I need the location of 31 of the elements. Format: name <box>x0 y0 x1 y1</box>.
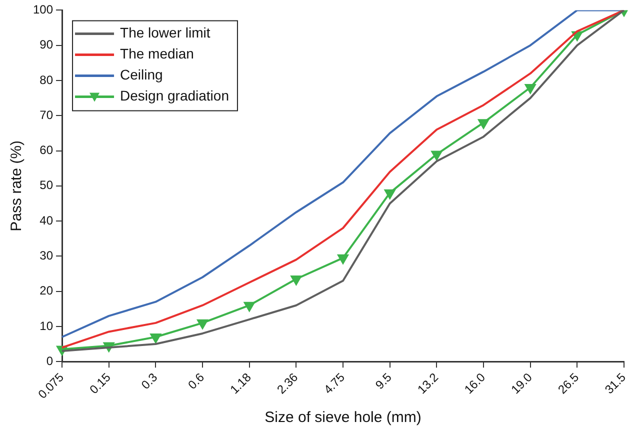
legend-label: The lower limit <box>120 24 210 41</box>
x-axis-title: Size of sieve hole (mm) <box>264 409 422 426</box>
y-tick-label: 70 <box>40 108 54 122</box>
y-tick-label: 10 <box>40 318 54 333</box>
point <box>525 84 536 94</box>
x-tick-label: 0.3 <box>138 370 160 392</box>
y-tick-label: 60 <box>40 143 54 158</box>
point <box>244 302 255 312</box>
x-tick-label: 9.5 <box>372 370 395 392</box>
y-tick-label: 0 <box>46 354 54 368</box>
x-tick-label: 0.15 <box>86 370 114 397</box>
point <box>290 276 302 286</box>
y-tick-label: 20 <box>40 284 54 298</box>
y-tick-label: 80 <box>40 72 54 87</box>
point <box>150 333 162 343</box>
y-tick-label: 100 <box>32 2 54 17</box>
legend-label: Ceiling <box>120 66 163 83</box>
legend-label: The median <box>120 46 194 62</box>
x-tick-label: 4.75 <box>321 370 348 397</box>
point <box>197 319 208 329</box>
y-tick-label: 40 <box>40 213 54 228</box>
point <box>338 254 348 264</box>
point <box>431 150 442 160</box>
y-tick-label: 50 <box>40 178 54 192</box>
y-tick-label: 30 <box>40 248 54 262</box>
x-tick-label: 0.6 <box>185 370 208 392</box>
legend-label: Design gradiation <box>120 88 229 104</box>
point <box>478 119 489 129</box>
y-tick-label: 90 <box>40 38 54 52</box>
y-axis-title: Pass rate (%) <box>8 140 26 232</box>
point <box>384 189 396 199</box>
